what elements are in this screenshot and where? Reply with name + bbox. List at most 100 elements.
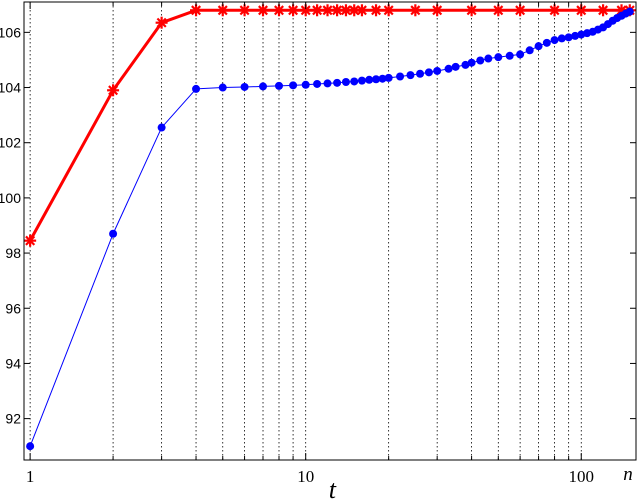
- series-2-point: [384, 73, 393, 82]
- series-2-point: [416, 69, 425, 78]
- series-2-point: [494, 53, 503, 62]
- asterisk-stroke: [312, 5, 323, 16]
- asterisk-stroke: [239, 5, 250, 16]
- plot-frame: [23, 1, 637, 461]
- asterisk-stroke: [25, 235, 36, 246]
- asterisk-stroke: [576, 5, 587, 16]
- series-2-point: [433, 66, 442, 75]
- series-1-point: [190, 4, 203, 17]
- series-2-point: [378, 74, 387, 83]
- asterisk-stroke: [515, 5, 526, 16]
- series-1-point: [431, 4, 444, 17]
- asterisk-stroke: [383, 5, 394, 16]
- asterisk-stroke: [432, 5, 443, 16]
- series-1-point: [311, 4, 324, 17]
- asterisk-stroke: [288, 5, 299, 16]
- y-tick-label: 92: [5, 411, 21, 427]
- series-2-point: [525, 46, 534, 55]
- series-1-point: [548, 4, 561, 17]
- x-axis-label: t: [329, 475, 337, 501]
- y-tick-label: 94: [5, 355, 21, 371]
- series-1-point: [514, 4, 527, 17]
- axis-ticks: [24, 2, 636, 460]
- series-1-point: [321, 4, 334, 17]
- series-1-point: [355, 4, 368, 17]
- series-2-point: [424, 68, 433, 77]
- series-2-line: [29, 11, 630, 447]
- tick-labels: 92 94 96 98 100 102 104 106 1 10 100: [0, 24, 594, 486]
- series-1-point: [257, 4, 270, 17]
- y-tick-label: 98: [5, 245, 21, 261]
- series-2-point: [313, 79, 322, 88]
- asterisk-stroke: [598, 5, 609, 16]
- y-tick-label: 100: [0, 190, 21, 206]
- asterisk-stroke: [493, 5, 504, 16]
- series-2-point: [557, 34, 566, 43]
- series-2-point: [451, 62, 460, 71]
- series-2-point: [542, 38, 551, 47]
- asterisk-stroke: [356, 5, 367, 16]
- y-tick-label: 96: [5, 300, 21, 316]
- series-1-point: [382, 4, 395, 17]
- series-2-point: [505, 51, 514, 60]
- series-2-point: [109, 229, 118, 238]
- asterisk-stroke: [217, 5, 228, 16]
- series-1-point: [465, 4, 478, 17]
- series-2-point: [484, 54, 493, 63]
- series-2-point: [550, 36, 559, 45]
- series-1-point: [348, 4, 361, 17]
- series-2-point: [26, 442, 35, 451]
- series-2-point: [564, 33, 573, 42]
- series-2-point: [467, 58, 476, 67]
- series-2-point: [516, 50, 525, 59]
- series-2-point: [444, 64, 453, 73]
- x-end-label-n: n: [623, 464, 633, 485]
- asterisk-stroke: [349, 5, 360, 16]
- asterisk-stroke: [322, 5, 333, 16]
- asterisk-stroke: [258, 5, 268, 16]
- series-1-point: [24, 234, 37, 247]
- series-2-point: [240, 82, 249, 91]
- x-tick-label: 100: [569, 467, 595, 486]
- asterisk-stroke: [108, 85, 119, 96]
- asterisk-stroke: [371, 5, 382, 16]
- series-2-point: [192, 84, 201, 93]
- series-2-point: [157, 123, 166, 132]
- series-2-point: [396, 72, 405, 81]
- series-2-point: [289, 81, 298, 90]
- asterisk-stroke: [340, 5, 351, 16]
- series-2-point: [571, 31, 580, 40]
- series-2-point: [323, 79, 332, 88]
- series-2-point: [259, 82, 268, 91]
- series-1-point: [216, 4, 229, 17]
- series-1-point: [492, 4, 505, 17]
- series-2-point: [218, 83, 227, 92]
- series-1-point: [238, 4, 251, 17]
- series-2-point: [350, 77, 359, 86]
- asterisk-stroke: [156, 17, 167, 28]
- series-2-point: [301, 80, 310, 89]
- series-2-point: [372, 75, 381, 84]
- asterisk-stroke: [410, 5, 421, 16]
- asterisk-stroke: [191, 5, 202, 16]
- series-2-point: [534, 42, 543, 51]
- x-tick-label: 10: [297, 467, 314, 486]
- y-tick-label: 102: [0, 135, 21, 151]
- series-2-point: [357, 76, 366, 85]
- series-2-point: [333, 78, 342, 87]
- series-1-point: [155, 16, 168, 29]
- series-2-point: [365, 75, 374, 84]
- x-tick-label: 1: [26, 467, 35, 486]
- y-tick-label: 104: [0, 80, 21, 96]
- series-2-point: [461, 60, 470, 69]
- series-1-point: [331, 4, 344, 17]
- series-1-point: [272, 4, 285, 17]
- asterisk-stroke: [549, 5, 560, 16]
- asterisk-stroke: [300, 5, 311, 16]
- series-2-point: [476, 56, 485, 65]
- series-2-point: [274, 81, 283, 90]
- y-tick-label: 106: [0, 24, 21, 40]
- asterisk-stroke: [332, 5, 343, 16]
- series-2-point: [341, 78, 350, 87]
